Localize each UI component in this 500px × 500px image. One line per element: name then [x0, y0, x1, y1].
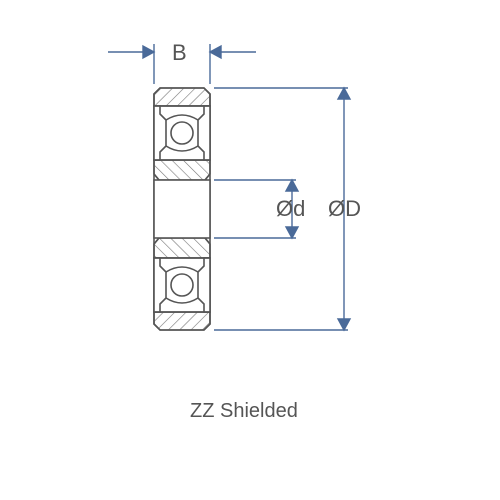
- bearing-diagram: B Ød ØD ZZ Shielded: [0, 0, 500, 500]
- drawing-svg: [0, 0, 500, 500]
- label-outer-D: ØD: [328, 196, 361, 222]
- label-bore-d: Ød: [276, 196, 305, 222]
- bearing-cross-section: [154, 88, 210, 330]
- label-B: B: [172, 40, 187, 66]
- caption: ZZ Shielded: [190, 400, 298, 423]
